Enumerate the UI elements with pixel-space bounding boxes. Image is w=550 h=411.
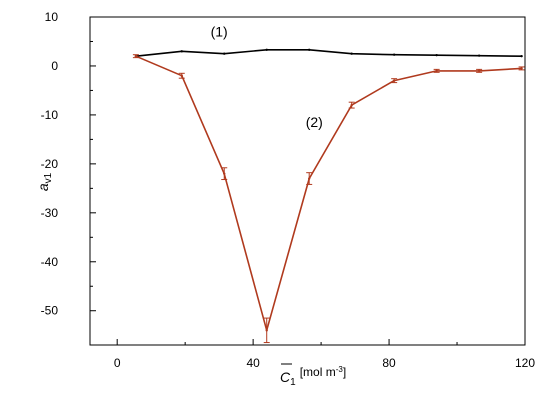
x-axis-label-unit-exp: -3 [336,365,344,374]
data-point [392,79,396,82]
data-point [435,53,438,57]
data-point [134,54,138,58]
series-2-line [135,55,522,332]
data-point [180,74,183,77]
x-axis-label: C1 [mol m-3] [280,365,346,388]
data-point [223,172,226,175]
curve-label: (2) [306,114,323,130]
data-point [307,48,311,51]
annotations-layer: (1) (2) [211,24,323,131]
data-point [477,54,481,57]
y-tick-label: -30 [41,206,59,220]
x-axis-label-main: C [280,369,291,385]
data-point [435,69,438,73]
data-point [180,50,183,53]
data-point [520,54,523,58]
x-axis-label-unit-end: ] [343,365,346,379]
y-tick-label: 0 [51,59,58,73]
y-axis-label: av1 [35,172,54,191]
data-point [265,329,268,332]
y-tick-label: -50 [41,304,59,318]
data-point [307,177,311,180]
x-tick-label: 80 [382,356,396,370]
x-tick-label: 40 [246,356,260,370]
x-tick-label: 0 [114,356,121,370]
data-point [392,53,396,56]
data-point [350,103,353,107]
y-axis-label-sub: v1 [43,172,54,183]
ticks-layer: 0 40 80 120 10 0 -10 -20 -30 -40 -50 [41,10,536,370]
data-point [223,52,226,55]
curve-label: (1) [211,24,228,40]
y-tick-label: -40 [41,255,59,269]
series-layer [132,48,525,344]
data-point [477,69,481,73]
y-axis-label-main: a [35,183,51,191]
x-axis-label-unit: [mol m [300,365,336,379]
series-1-line [135,48,522,57]
y-tick-label: -20 [41,157,59,171]
y-tick-label: 10 [45,10,59,24]
x-axis-label-sub: 1 [290,377,296,388]
plot-frame [89,16,526,346]
data-point [350,52,353,55]
x-tick-label: 120 [515,356,535,370]
data-point [520,67,523,70]
data-point [265,48,268,51]
y-tick-label: -10 [41,108,59,122]
